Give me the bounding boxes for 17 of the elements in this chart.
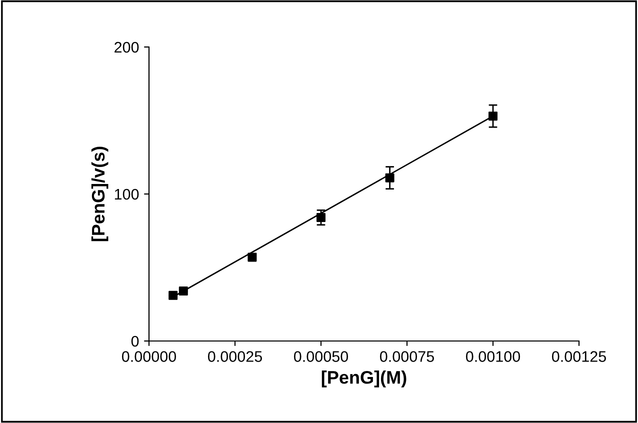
y-tick-label: 100 bbox=[114, 188, 139, 200]
point bbox=[488, 112, 498, 121]
x-axis-title: [PenG](M) bbox=[322, 370, 406, 388]
x-tick-label: 0.00075 bbox=[380, 351, 434, 362]
x-tick-label: 0.00125 bbox=[552, 351, 606, 362]
x-tick-label: 0.00050 bbox=[294, 351, 348, 362]
y-tick-label: 0 bbox=[131, 336, 139, 347]
y-axis-title: [PenG]/v(s) bbox=[91, 146, 108, 242]
point bbox=[168, 290, 178, 300]
point bbox=[316, 213, 326, 222]
point bbox=[385, 173, 394, 182]
x-tick-label: 0.00100 bbox=[466, 351, 520, 362]
x-tick-label: 0.00025 bbox=[208, 351, 262, 362]
y-tick-label: 200 bbox=[114, 42, 139, 53]
point bbox=[178, 286, 188, 296]
x-tick-label: 0.00000 bbox=[122, 351, 176, 362]
point bbox=[248, 252, 257, 262]
